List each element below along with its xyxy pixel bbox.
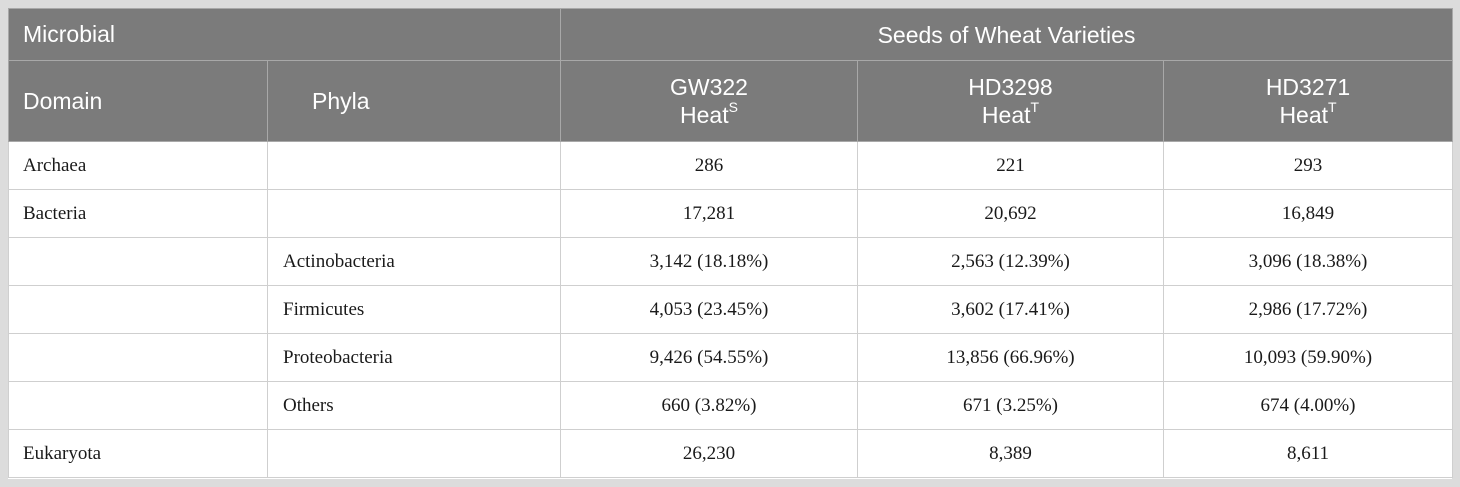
phylum-cell: Actinobacteria bbox=[267, 237, 561, 286]
heat-superscript: T bbox=[1030, 99, 1040, 116]
value-cell-hd3298: 221 bbox=[857, 141, 1164, 190]
variety-name: HD3271 bbox=[1265, 74, 1351, 100]
header-microbial: Microbial bbox=[8, 8, 561, 61]
phylum-cell bbox=[267, 189, 561, 238]
table-row: Actinobacteria 3,142 (18.18%) 2,563 (12.… bbox=[8, 237, 1454, 286]
header-phyla: Phyla bbox=[267, 60, 561, 142]
value-cell-gw322: 9,426 (54.55%) bbox=[560, 333, 858, 382]
header-variety-hd3271: HD3271 HeatT bbox=[1162, 60, 1454, 142]
domain-cell: Eukaryota bbox=[8, 429, 268, 478]
header-variety-gw322: GW322 HeatS bbox=[560, 60, 858, 142]
value-cell-hd3271: 2,986 (17.72%) bbox=[1162, 285, 1454, 334]
value-cell-hd3271: 3,096 (18.38%) bbox=[1162, 237, 1454, 286]
value-cell-gw322: 286 bbox=[560, 141, 858, 190]
domain-cell bbox=[8, 333, 268, 382]
value-cell-hd3298: 671 (3.25%) bbox=[857, 381, 1164, 430]
microbial-abundance-table: Microbial Seeds of Wheat Varieties Domai… bbox=[8, 8, 1454, 478]
value-cell-gw322: 17,281 bbox=[560, 189, 858, 238]
value-cell-hd3271: 16,849 bbox=[1162, 189, 1454, 238]
value-cell-hd3271: 674 (4.00%) bbox=[1162, 381, 1454, 430]
variety-name: GW322 bbox=[670, 74, 748, 100]
value-cell-gw322: 3,142 (18.18%) bbox=[560, 237, 858, 286]
domain-cell bbox=[8, 381, 268, 430]
value-cell-hd3298: 20,692 bbox=[857, 189, 1164, 238]
value-cell-hd3271: 293 bbox=[1162, 141, 1454, 190]
phylum-cell bbox=[267, 429, 561, 478]
phylum-cell: Proteobacteria bbox=[267, 333, 561, 382]
phylum-cell bbox=[267, 141, 561, 190]
heat-text: Heat bbox=[981, 102, 1031, 128]
table-body: Archaea 286 221 293 Bacteria 17,281 20,6… bbox=[8, 141, 1454, 478]
value-cell-hd3298: 3,602 (17.41%) bbox=[857, 285, 1164, 334]
header-seeds-of-wheat-varieties: Seeds of Wheat Varieties bbox=[559, 8, 1454, 61]
variety-heat-label: HeatT bbox=[858, 99, 1163, 129]
heat-text: Heat bbox=[1279, 102, 1329, 128]
value-cell-hd3298: 13,856 (66.96%) bbox=[857, 333, 1164, 382]
header-domain: Domain bbox=[8, 60, 268, 142]
domain-cell bbox=[8, 285, 268, 334]
variety-heat-label: HeatS bbox=[561, 99, 857, 129]
value-cell-gw322: 4,053 (23.45%) bbox=[560, 285, 858, 334]
phylum-cell: Others bbox=[267, 381, 561, 430]
table-frame: Microbial Seeds of Wheat Varieties Domai… bbox=[8, 8, 1454, 479]
header-row-top: Microbial Seeds of Wheat Varieties bbox=[8, 8, 1454, 61]
header-variety-hd3298: HD3298 HeatT bbox=[857, 60, 1164, 142]
table-row: Firmicutes 4,053 (23.45%) 3,602 (17.41%)… bbox=[8, 285, 1454, 334]
value-cell-hd3271: 10,093 (59.90%) bbox=[1162, 333, 1454, 382]
phylum-cell: Firmicutes bbox=[267, 285, 561, 334]
value-cell-gw322: 660 (3.82%) bbox=[560, 381, 858, 430]
variety-heat-label: HeatT bbox=[1164, 99, 1452, 129]
variety-name: HD3298 bbox=[968, 74, 1053, 100]
table-row: Proteobacteria 9,426 (54.55%) 13,856 (66… bbox=[8, 333, 1454, 382]
heat-text: Heat bbox=[680, 102, 729, 128]
header-row-bottom: Domain Phyla GW322 HeatS HD3298 HeatT HD… bbox=[8, 60, 1454, 142]
value-cell-hd3298: 8,389 bbox=[857, 429, 1164, 478]
value-cell-hd3271: 8,611 bbox=[1162, 429, 1454, 478]
table-row: Eukaryota 26,230 8,389 8,611 bbox=[8, 429, 1454, 478]
table-row: Bacteria 17,281 20,692 16,849 bbox=[8, 189, 1454, 238]
domain-cell: Bacteria bbox=[8, 189, 268, 238]
domain-cell bbox=[8, 237, 268, 286]
heat-superscript: S bbox=[728, 99, 738, 116]
table-header: Microbial Seeds of Wheat Varieties Domai… bbox=[8, 8, 1454, 142]
table-row: Archaea 286 221 293 bbox=[8, 141, 1454, 190]
value-cell-gw322: 26,230 bbox=[560, 429, 858, 478]
domain-cell: Archaea bbox=[8, 141, 268, 190]
heat-superscript: T bbox=[1328, 99, 1337, 116]
value-cell-hd3298: 2,563 (12.39%) bbox=[857, 237, 1164, 286]
table-row: Others 660 (3.82%) 671 (3.25%) 674 (4.00… bbox=[8, 381, 1454, 430]
